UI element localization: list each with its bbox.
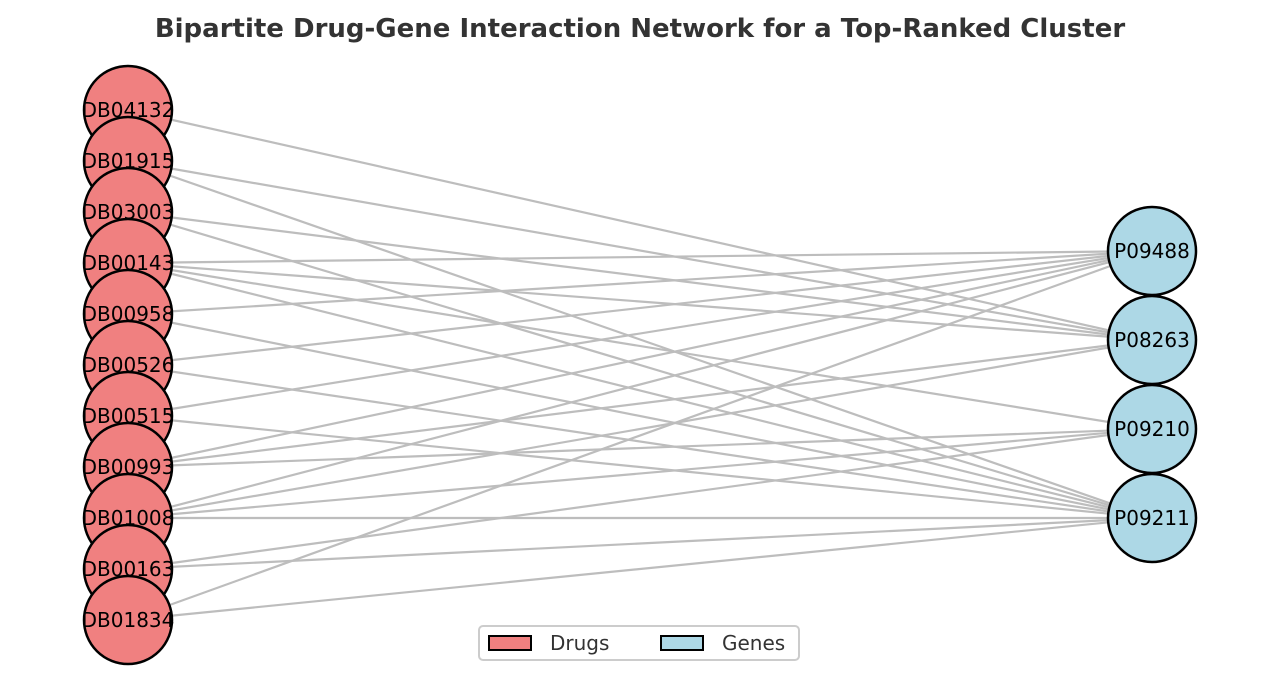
edge-db01915-p08263	[127, 159, 1153, 342]
edge-db00515-p09488	[127, 249, 1153, 418]
edge-db01008-p08263	[127, 338, 1153, 520]
edge-db01834-p09211	[127, 516, 1153, 622]
drug-node-label: DB01834	[82, 608, 175, 632]
edge-db00993-p09488	[127, 249, 1153, 469]
edge-db00163-p09211	[127, 516, 1153, 571]
gene-node-label: P08263	[1114, 328, 1190, 352]
edge-db00143-p09488	[127, 249, 1153, 265]
legend: Drugs Genes	[478, 625, 800, 661]
legend-swatch-drugs	[488, 635, 532, 651]
legend-label-genes: Genes	[722, 631, 786, 655]
drug-node-circle	[82, 574, 174, 666]
edge-db00958-p09488	[127, 249, 1153, 316]
gene-node-p09210: P09210	[1106, 383, 1198, 475]
legend-swatch-genes	[660, 635, 704, 651]
gene-node-p09211: P09211	[1106, 472, 1198, 564]
edge-db00163-p09210	[127, 427, 1153, 571]
gene-nodes-layer: P09488 P08263 P09210 P09211	[1106, 205, 1198, 564]
edge-db04132-p08263	[127, 108, 1153, 342]
edge-db00143-p09211	[127, 261, 1153, 520]
edges-layer	[127, 108, 1153, 622]
gene-node-label: P09488	[1114, 239, 1190, 263]
gene-node-p08263: P08263	[1106, 294, 1198, 386]
edge-db00526-p09488	[127, 249, 1153, 367]
edge-db00515-p09211	[127, 414, 1153, 520]
gene-node-label: P09210	[1114, 417, 1190, 441]
edge-db00526-p09211	[127, 363, 1153, 520]
edge-db00143-p09210	[127, 261, 1153, 431]
edge-db00143-p08263	[127, 261, 1153, 342]
gene-node-p09488: P09488	[1106, 205, 1198, 297]
edge-db03003-p09211	[127, 210, 1153, 520]
drug-nodes-layer: DB04132DB01915DB03003DB00143DB00958DB005…	[82, 64, 175, 666]
edge-db00993-p09210	[127, 427, 1153, 469]
gene-node-circle	[1106, 472, 1198, 564]
edge-db00993-p08263	[127, 338, 1153, 469]
edge-db01008-p09210	[127, 427, 1153, 520]
legend-label-drugs: Drugs	[550, 631, 610, 655]
edge-db01915-p09211	[127, 159, 1153, 520]
drug-node-db01834: DB01834	[82, 574, 175, 666]
edge-db03003-p08263	[127, 210, 1153, 342]
edge-db01008-p09488	[127, 249, 1153, 520]
gene-node-label: P09211	[1114, 506, 1190, 530]
edge-db01834-p09488	[127, 249, 1153, 622]
legend-item-drugs: Drugs	[488, 627, 609, 659]
legend-item-genes: Genes	[660, 627, 785, 659]
chart-title: Bipartite Drug-Gene Interaction Network …	[154, 14, 1126, 44]
edge-db00958-p09211	[127, 312, 1153, 520]
